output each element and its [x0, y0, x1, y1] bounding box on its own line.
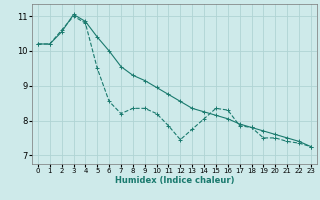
X-axis label: Humidex (Indice chaleur): Humidex (Indice chaleur) — [115, 176, 234, 185]
